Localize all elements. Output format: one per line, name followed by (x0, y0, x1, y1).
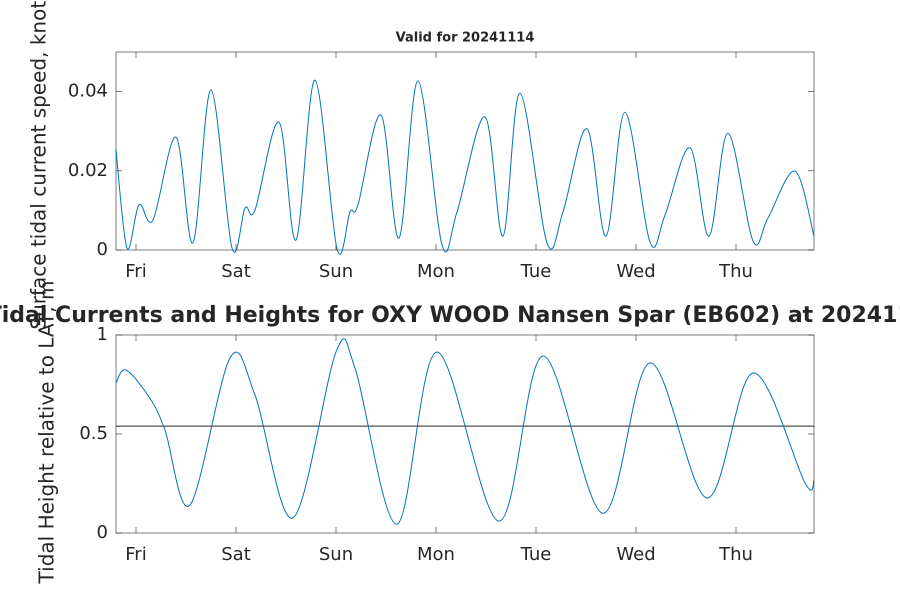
x-tick-label: Fri (125, 261, 146, 282)
x-tick-label: Wed (616, 261, 655, 282)
axes-box (115, 334, 815, 534)
chart-title: Valid for 20241114 (396, 31, 535, 46)
x-tick-label: Sat (221, 544, 251, 565)
y-axis-label: Surface tidal current speed, knots (27, 0, 51, 330)
x-tick-label: Mon (417, 261, 455, 282)
y-tick-label: 1 (97, 324, 108, 345)
y-axis-label: Tidal Height relative to LAT, m (35, 281, 59, 585)
y-tick-label: 0.04 (68, 81, 108, 102)
x-tick-label: Mon (417, 544, 455, 565)
x-tick-label: Fri (125, 544, 146, 565)
x-tick-label: Tue (520, 544, 552, 565)
line-series (115, 79, 815, 255)
y-tick-label: 0.5 (79, 423, 108, 444)
x-tick-label: Thu (718, 261, 753, 282)
y-tick-label: 0 (97, 239, 108, 260)
x-tick-label: Tue (520, 261, 552, 282)
line-series (115, 338, 815, 525)
x-tick-label: Sun (319, 544, 353, 565)
axes-box (115, 51, 815, 251)
x-tick-label: Sat (221, 261, 251, 282)
x-tick-label: Sun (319, 261, 353, 282)
y-tick-label: 0.02 (68, 160, 108, 181)
y-tick-label: 0 (97, 522, 108, 543)
x-tick-label: Thu (718, 544, 753, 565)
x-tick-label: Wed (616, 544, 655, 565)
chart-title: Tidal Currents and Heights for OXY WOOD … (0, 303, 900, 328)
